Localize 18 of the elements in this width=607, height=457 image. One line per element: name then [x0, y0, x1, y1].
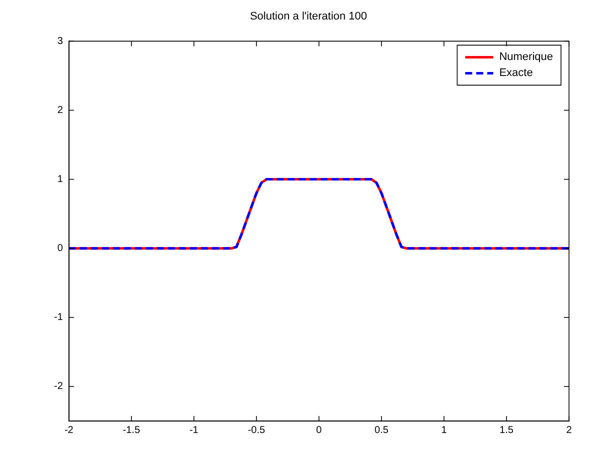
- x-tick-label: 2: [566, 424, 572, 436]
- legend-label: Exacte: [499, 67, 533, 80]
- y-tick-label: 3: [57, 36, 64, 47]
- x-tick-label: -1.5: [122, 424, 140, 436]
- chart-title: Solution a l'iteration 100: [250, 10, 368, 23]
- x-tick-label: -2: [64, 424, 74, 436]
- x-tick-label: 1: [441, 424, 448, 436]
- y-tick-label: 1: [57, 174, 64, 186]
- y-tick-label: 2: [57, 105, 64, 116]
- x-tick-label: 1.5: [500, 424, 514, 436]
- y-tick-label: -1: [54, 312, 64, 324]
- x-tick-label: 0.5: [374, 424, 389, 436]
- legend-label: Numerique: [499, 51, 554, 64]
- y-tick-label: -2: [54, 381, 64, 392]
- y-tick-label: 0: [57, 243, 64, 254]
- x-tick-label: -1: [189, 424, 199, 436]
- x-tick-label: -0.5: [248, 424, 266, 436]
- x-tick-label: 0: [316, 424, 322, 436]
